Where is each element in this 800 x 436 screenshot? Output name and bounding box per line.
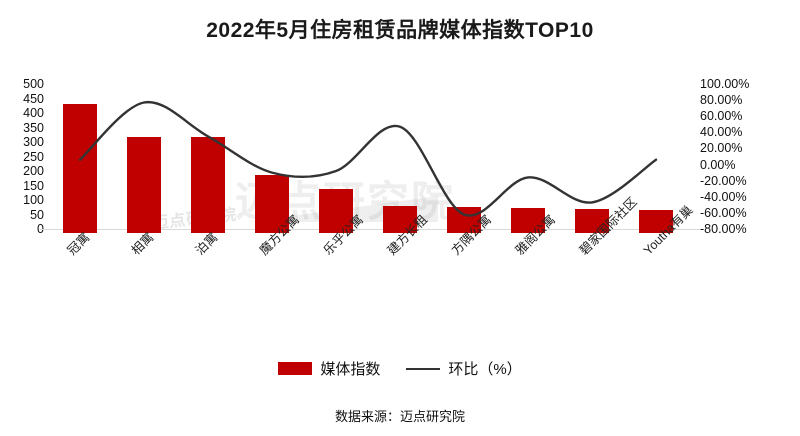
legend-item-bar[interactable]: 媒体指数 (278, 358, 380, 379)
legend-bar-label: 媒体指数 (320, 361, 381, 378)
bar[interactable] (319, 188, 353, 233)
y-axis-right-tick: 40.00% (700, 125, 743, 140)
y-axis-left-tick: 500 (23, 77, 44, 91)
y-axis-right-tick: 0.00% (700, 157, 736, 172)
x-axis-baseline (40, 229, 700, 230)
x-axis-category-labels: 冠寓 相寓 泊寓 魔方公寓 乐乎公寓 建方长租 方隅公寓 雅阁公寓 碧家国际社区 Youtha有巢 (0, 195, 800, 323)
bar[interactable] (511, 208, 545, 233)
legend-item-line[interactable]: 环比（%） (406, 358, 522, 379)
y-axis-left-tick: 450 (23, 91, 44, 106)
bar[interactable] (383, 206, 417, 233)
y-axis-left-tick: 50 (30, 207, 44, 222)
bar[interactable] (639, 210, 673, 233)
y-axis-right: 100.00% 80.00% 60.00% 40.00% 20.00% 0.00% -20.… (700, 77, 792, 235)
y-axis-right-tick: -60.00% (700, 205, 747, 220)
y-axis-right-tick: -20.00% (700, 173, 747, 188)
bar[interactable] (447, 206, 481, 233)
y-axis-right-tick: 20.00% (700, 141, 743, 156)
y-axis-left-tick: 350 (23, 120, 44, 135)
y-axis-left-tick: 250 (23, 149, 44, 164)
bar[interactable] (191, 137, 225, 233)
y-axis-right-tick: -40.00% (700, 189, 747, 204)
chart-title: 2022年5月住房租赁品牌媒体指数TOP10 (206, 19, 594, 42)
chart-legend: 媒体指数 环比（%） (0, 358, 800, 379)
y-axis-right-tick: -80.00% (700, 222, 747, 236)
legend-line-label: 环比（%） (448, 361, 522, 378)
legend-line-swatch-icon (406, 367, 441, 370)
y-axis-right-tick: 80.00% (700, 93, 743, 108)
y-axis-left-tick: 150 (23, 178, 44, 193)
line-series-path (78, 101, 658, 217)
bar[interactable] (127, 137, 161, 233)
bars-layer (48, 78, 688, 233)
data-source-note: 数据来源：迈点研究院 (334, 409, 465, 424)
y-axis-right-tick: 60.00% (700, 109, 743, 124)
y-axis-left-tick: 100 (23, 193, 44, 207)
y-axis-left-tick: 300 (23, 135, 44, 149)
bar[interactable] (63, 103, 97, 233)
bar[interactable] (255, 175, 289, 233)
legend-bar-swatch-icon (278, 362, 313, 375)
y-axis-left-tick: 200 (23, 164, 44, 178)
bar[interactable] (575, 208, 609, 233)
y-axis-left-tick: 400 (23, 106, 44, 120)
y-axis-right-tick: 100.00% (700, 77, 750, 91)
